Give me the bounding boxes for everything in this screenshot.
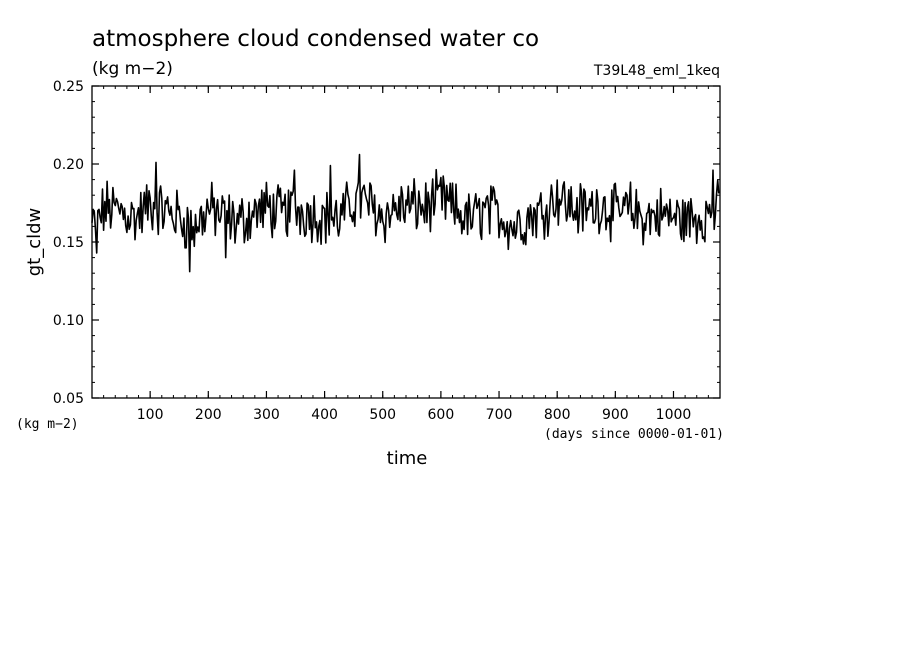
y-tick-label: 0.10	[53, 313, 84, 329]
x-tick-label: 200	[195, 407, 222, 423]
x-axis-units: (days since 0000-01-01)	[544, 427, 724, 442]
y-tick-label: 0.20	[53, 157, 84, 173]
axis-ticks	[92, 85, 720, 399]
chart-title: atmosphere cloud condensed water co	[92, 26, 539, 52]
axis-tick-labels: 100 200 300 400 500 600 700 800 900 1000 0.05 0.10 0…	[53, 79, 691, 423]
y-axis-units: (kg m−2)	[16, 417, 79, 432]
x-tick-label: 800	[544, 407, 571, 423]
series-line	[91, 153, 720, 273]
x-tick-label: 400	[311, 407, 338, 423]
x-tick-label: 1000	[656, 407, 692, 423]
y-tick-label: 0.05	[53, 391, 84, 407]
y-tick-label: 0.25	[53, 79, 84, 95]
y-axis-label: gt_cldw	[24, 208, 45, 277]
x-tick-label: 500	[369, 407, 396, 423]
x-tick-label: 900	[602, 407, 629, 423]
x-axis-label: time	[387, 448, 428, 469]
x-tick-label: 600	[428, 407, 455, 423]
x-tick-label: 100	[137, 407, 164, 423]
y-tick-label: 0.15	[53, 235, 84, 251]
chart-title-units: (kg m−2)	[92, 59, 173, 79]
run-id-label: T39L48_eml_1keq	[593, 63, 720, 79]
x-tick-label: 300	[253, 407, 280, 423]
x-tick-label: 700	[486, 407, 513, 423]
